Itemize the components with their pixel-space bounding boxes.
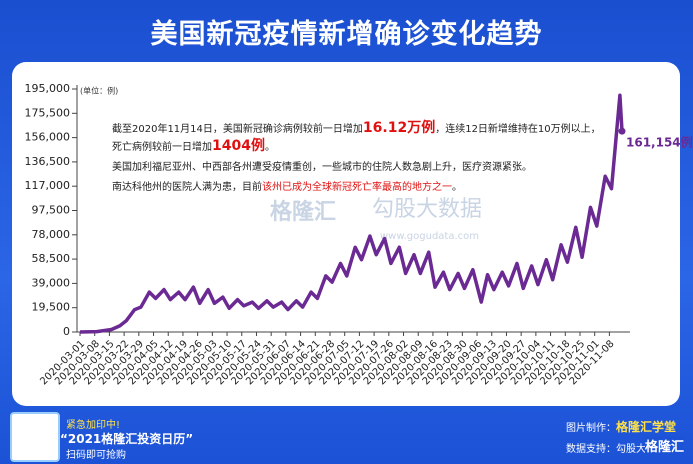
text-segment: 1404例 [212,138,265,154]
credit: 数据支持：勾股大数据 [566,444,666,455]
text-segment: 南达科他州的医院人满为患，目前 [112,182,262,193]
paragraph: 美国加利福尼亚州、中西部各州遭受疫情重创，一些城市的住院人数急剧上升，医疗资源紧… [112,160,602,176]
text-segment: ，连续12日新增维持在10万例以上，死亡病例较前一日增加 [112,124,601,153]
text-segment: 。 [452,182,462,193]
y-tick-label: 39,000 [32,276,71,289]
watermark: 勾股大数据 [372,197,482,222]
y-tick-label: 136,500 [25,155,71,168]
qr-code [10,412,60,462]
y-tick-label: 19,500 [32,301,71,314]
line [79,93,624,334]
watermark: 格隆汇 [270,199,336,225]
y-tick-label: 97,500 [32,204,71,217]
promo: 扫码即可抢购 [66,450,126,461]
paragraph: 南达科他州的医院人满为患，目前该州已成为全球新冠死亡率最高的地方之一。 [112,180,602,196]
paragraph: 截至2020年11月14日，美国新冠确诊病例较前一日增加16.12万例，连续12… [112,120,602,156]
title: 美国新冠疫情新增确诊变化趋势 [150,19,543,50]
credit: 图片制作：格隆汇学堂 [566,418,676,435]
end-label: 161,154例 [626,135,693,150]
brand: 格隆汇 [645,436,685,455]
y-tick-label: 58,500 [32,252,71,265]
annotation: 截至2020年11月14日，美国新冠确诊病例较前一日增加16.12万例，连续12… [112,120,602,200]
y-tick-label: 195,000 [25,82,71,95]
y-tick-label: 117,000 [25,179,71,192]
y-tick-label: 78,000 [32,228,71,241]
credit: 格隆汇学堂 [616,420,677,434]
promo: “2021格隆汇投资日历” [60,432,194,446]
y-tick-label: 175,500 [25,106,71,119]
panel [12,62,680,406]
y-tick-label: 156,000 [25,131,71,144]
unit-label: (单位：例) [80,86,118,96]
y-tick-label: 0 [63,325,70,338]
text-segment: 截至2020年11月14日，美国新冠确诊病例较前一日增加 [112,124,363,135]
text-segment: 。 [264,142,275,153]
credit: 图片制作： [566,423,616,434]
text-segment: 16.12万例 [362,120,436,136]
text-segment: 该州已成为全球新冠死亡率最高的地方之一 [262,182,452,193]
promo: 紧急加印中! [66,420,121,431]
end-point [618,127,626,135]
watermark: www.gogudata.com [380,231,479,242]
text-segment: 美国加利福尼亚州、中西部各州遭受疫情重创，一些城市的住院人数急剧上升，医疗资源紧… [112,162,532,173]
